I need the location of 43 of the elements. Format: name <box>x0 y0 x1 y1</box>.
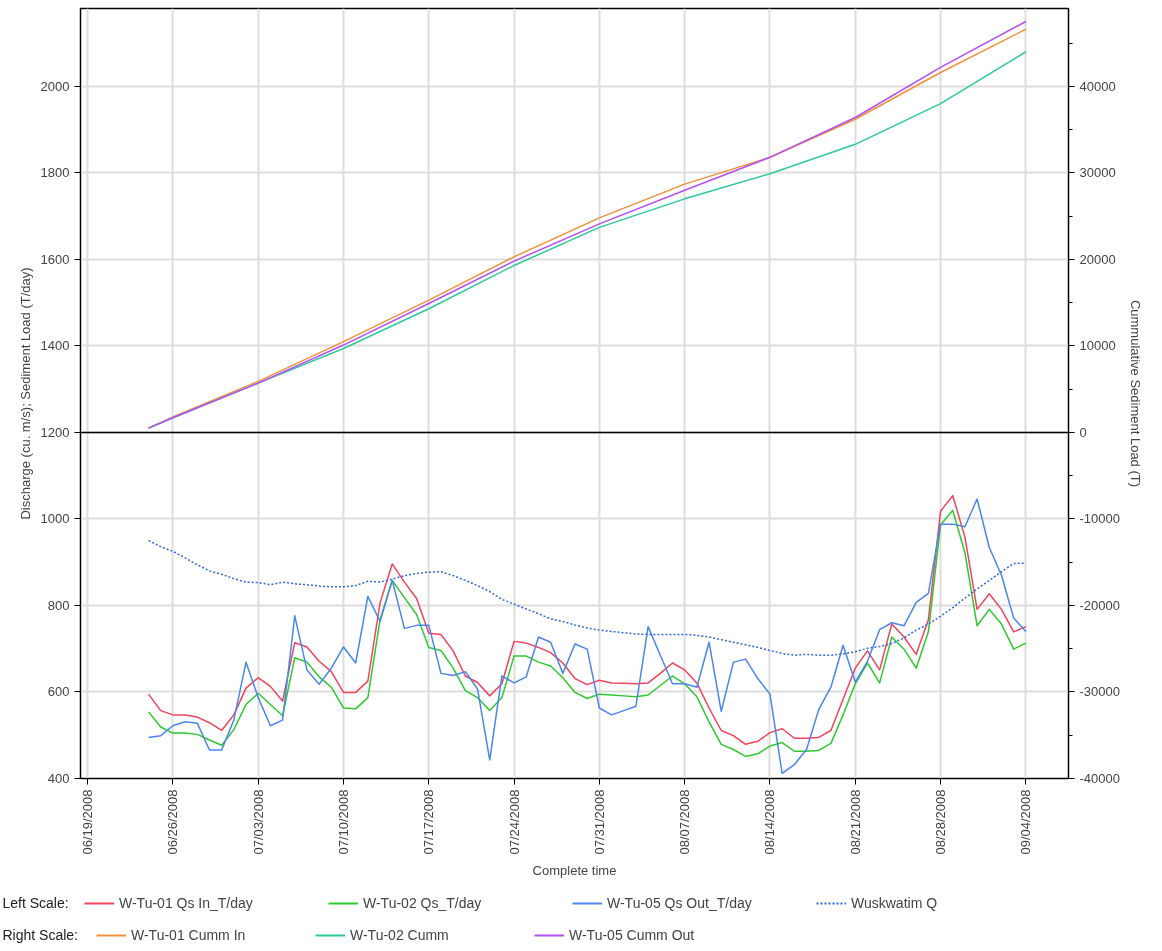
y-tick-label: 1600 <box>40 251 70 267</box>
x-tick-label: 07/24/2008 <box>506 789 522 855</box>
y2-tick-label: -20000 <box>1079 597 1120 613</box>
y-tick-label: 400 <box>47 771 70 786</box>
x-tick-label: 06/19/2008 <box>80 789 96 855</box>
y-tick-label: 2000 <box>40 78 70 94</box>
y2-tick-label: -40000 <box>1079 771 1120 786</box>
y-tick-label: 1800 <box>40 165 70 181</box>
y-axis-title: Discharge (cu. m/s); Sediment Load (T/day) <box>17 267 33 520</box>
y2-tick-label: 10000 <box>1079 338 1116 354</box>
x-tick-label: 07/03/2008 <box>250 789 266 855</box>
legend-label: W-Tu-02 Cumm <box>350 927 450 943</box>
y2-axis-title: Cummulative Sediment Load (T) <box>1127 299 1143 488</box>
x-tick-label: 06/26/2008 <box>165 789 181 855</box>
y2-tick-label: -10000 <box>1079 511 1120 527</box>
x-tick-label: 08/28/2008 <box>933 789 949 855</box>
x-tick-label: 08/21/2008 <box>847 789 863 855</box>
y2-tick-label: -30000 <box>1079 684 1120 700</box>
line-series <box>147 539 1027 656</box>
text: Left Scale: <box>2 894 69 911</box>
x-tick-label: 08/14/2008 <box>762 789 778 855</box>
y2-tick-label: 20000 <box>1079 251 1116 267</box>
y2-tick-label: 40000 <box>1079 78 1116 94</box>
y-tick-label: 800 <box>47 597 70 613</box>
x-tick-label: 07/17/2008 <box>421 789 437 855</box>
y-tick-label: 1200 <box>40 424 70 440</box>
y-tick-label: 1000 <box>40 511 70 527</box>
x-tick-label: 08/07/2008 <box>677 789 693 855</box>
y-tick-label: 600 <box>47 684 70 700</box>
legend-label: W-Tu-02 Qs_T/day <box>363 895 483 911</box>
legend-label: Wuskwatim Q <box>851 895 939 911</box>
x-tick-label: 07/10/2008 <box>335 789 351 855</box>
legend-label: W-Tu-01 Qs In_T/day <box>119 895 254 911</box>
legend-label: W-Tu-05 Qs Out_T/day <box>607 895 753 911</box>
legend-label: W-Tu-01 Cumm In <box>131 927 247 943</box>
x-axis-title: Complete time <box>532 862 617 878</box>
y2-tick-label: 30000 <box>1079 165 1116 181</box>
legend-label: W-Tu-05 Cumm Out <box>569 927 696 943</box>
x-tick-label: 07/31/2008 <box>591 789 607 855</box>
y-tick-label: 1400 <box>40 338 70 354</box>
text: Right Scale: <box>2 926 78 943</box>
y2-tick-label: 0 <box>1079 424 1087 440</box>
x-tick-label: 09/04/2008 <box>1018 789 1034 855</box>
